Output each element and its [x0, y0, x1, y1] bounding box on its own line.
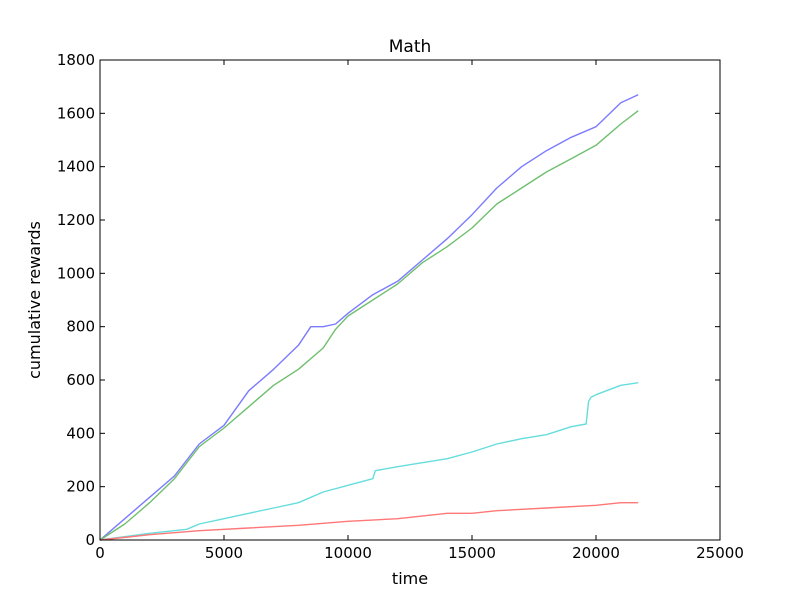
chart-title: Math — [389, 37, 432, 57]
y-tick-label: 1200 — [57, 211, 95, 229]
plot-area: 0 5000 10000 15000 20000 25000 0 200 400 600 800 10… — [57, 51, 744, 562]
y-tick-label: 600 — [66, 371, 95, 389]
series-line-3 — [99, 382, 639, 541]
series-line-4 — [99, 502, 639, 541]
x-tick-label: 20000 — [572, 544, 620, 562]
x-tick-label: 0 — [95, 544, 105, 562]
y-tick-label: 400 — [66, 424, 95, 442]
y-tick-label: 0 — [85, 531, 95, 549]
series-line-2 — [99, 110, 639, 541]
y-tick-label: 200 — [66, 478, 95, 496]
y-tick-label: 1800 — [57, 51, 95, 69]
x-tick-label: 25000 — [696, 544, 744, 562]
x-tick-label: 5000 — [205, 544, 243, 562]
y-tick-label: 1400 — [57, 158, 95, 176]
x-tick-label: 10000 — [324, 544, 372, 562]
y-axis-label: cumulative rewards — [25, 221, 44, 379]
series-line-1 — [99, 94, 639, 541]
y-tick-label: 800 — [66, 318, 95, 336]
x-tick-label: 15000 — [448, 544, 496, 562]
plot-frame — [99, 59, 721, 541]
y-tick-label: 1000 — [57, 264, 95, 282]
y-tick-label: 1600 — [57, 104, 95, 122]
x-axis-label: time — [392, 569, 428, 588]
